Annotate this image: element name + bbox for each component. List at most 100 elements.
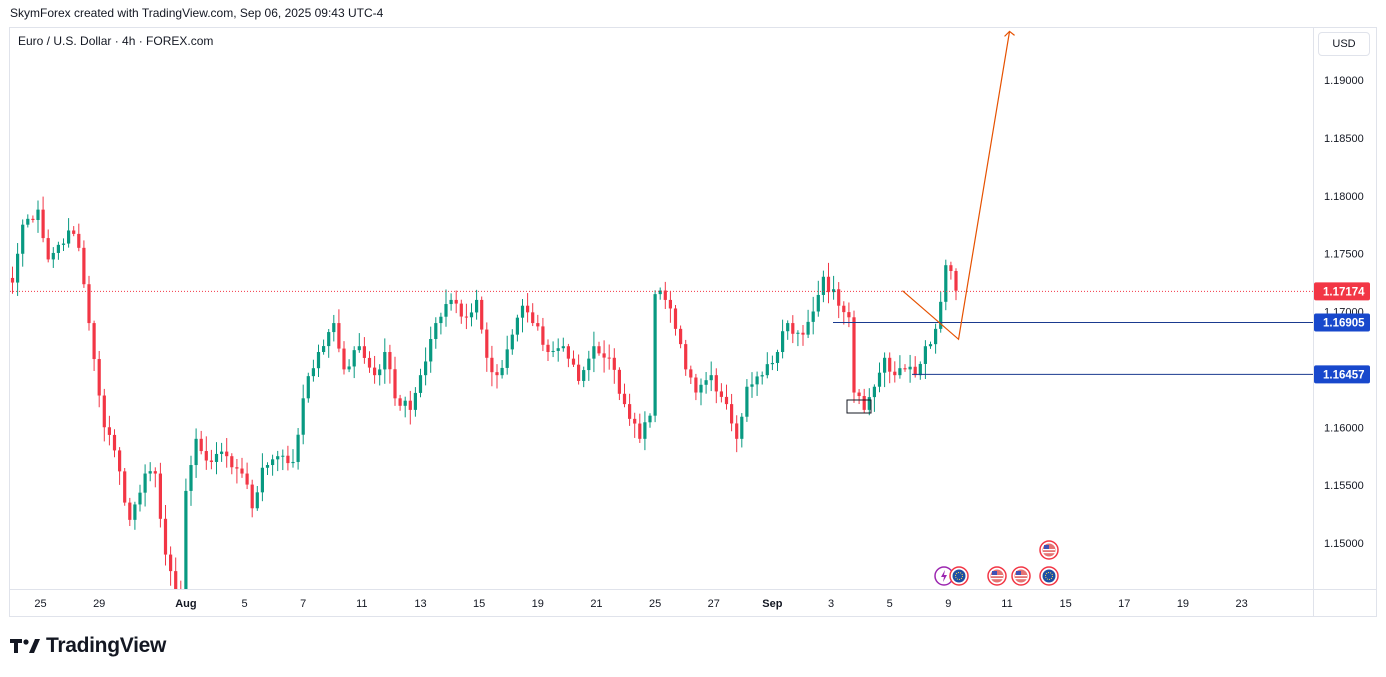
candle-body	[133, 504, 137, 520]
us-flag-icon	[1011, 566, 1031, 586]
candle-body	[316, 352, 321, 369]
candle-body	[311, 368, 315, 377]
last-price-label-bg	[1314, 282, 1370, 301]
candle-body	[250, 484, 254, 509]
currency-selector[interactable]: USD	[1318, 32, 1370, 56]
y-tick-label: 1.15000	[1324, 538, 1364, 550]
candle-body	[449, 299, 453, 305]
candle-body	[245, 473, 249, 485]
candle-body	[378, 369, 382, 376]
candle-body	[286, 455, 290, 464]
range-box	[846, 399, 872, 414]
chart-frame[interactable]	[9, 27, 1377, 617]
candle-body	[184, 490, 188, 589]
candle-body	[939, 301, 943, 329]
candle-body	[505, 349, 509, 368]
tradingview-logo[interactable]: TradingView	[10, 634, 166, 658]
candle-body	[362, 346, 366, 358]
candle-body	[566, 346, 570, 359]
x-tick-label: 11	[356, 598, 367, 610]
candle-body	[301, 398, 305, 435]
last-price-label: 1.17174	[1323, 286, 1365, 298]
candle-body	[383, 352, 387, 370]
candle-body	[577, 364, 581, 381]
candle-body	[617, 369, 621, 394]
candle-body	[480, 299, 484, 330]
candle-body	[883, 357, 887, 373]
candle-body	[714, 375, 718, 392]
candle-body	[169, 554, 173, 572]
candle-body	[551, 350, 555, 353]
candle-body	[291, 461, 295, 464]
candle-body	[87, 284, 91, 324]
candle-body	[31, 218, 35, 220]
candle-body	[418, 375, 423, 393]
candle-body	[587, 358, 591, 371]
candle-body	[898, 368, 902, 376]
candle-body	[444, 304, 448, 317]
candle-body	[826, 276, 831, 293]
candle-body	[934, 328, 938, 345]
candle-body	[281, 455, 285, 457]
candle-body	[41, 209, 45, 239]
candle-body	[332, 323, 336, 333]
x-tick-label: 25	[34, 598, 46, 610]
candle-body	[949, 265, 953, 271]
candle-body	[271, 459, 275, 466]
candle-body	[174, 571, 178, 589]
candle-body	[454, 299, 458, 304]
candle-body	[719, 391, 723, 397]
candle-body	[56, 244, 60, 253]
candle-body	[235, 467, 239, 469]
candle-body	[199, 438, 203, 452]
candle-body	[592, 346, 596, 359]
us-flag-icon	[1039, 540, 1059, 560]
candle-body	[214, 453, 219, 462]
candle-body	[877, 372, 882, 387]
candle-body	[413, 392, 417, 410]
symbol-title[interactable]: Euro / U.S. Dollar · 4h · FOREX.com	[18, 34, 214, 48]
candle-body	[903, 368, 907, 370]
candle-body	[755, 376, 759, 385]
candle-body	[337, 323, 341, 349]
candle-body	[495, 372, 499, 376]
y-tick-label: 1.18000	[1324, 191, 1364, 203]
candle-body	[628, 404, 632, 419]
candle-body	[852, 317, 856, 393]
candle-body	[520, 305, 525, 318]
candle-body	[658, 290, 662, 295]
candle-body	[296, 434, 300, 462]
candle-body	[148, 471, 152, 474]
candle-body	[82, 247, 86, 285]
candle-body	[908, 366, 912, 370]
projection-path	[902, 31, 1011, 341]
candle-body	[571, 358, 576, 365]
candle-body	[526, 305, 530, 313]
candle-body	[531, 312, 535, 324]
candle-body	[928, 344, 933, 347]
level-1-price-label: 1.16905	[1323, 317, 1365, 329]
candle-body	[801, 332, 805, 335]
y-tick-label: 1.16000	[1324, 422, 1364, 434]
x-tick-label: 19	[1177, 598, 1189, 610]
candle-body	[673, 308, 678, 329]
candle-body	[694, 377, 698, 393]
candle-body	[893, 371, 897, 376]
candle-body	[679, 328, 683, 345]
candle-body	[367, 357, 372, 368]
candle-body	[510, 334, 514, 350]
candle-body	[107, 427, 111, 435]
candle-body	[16, 253, 20, 283]
candle-body	[260, 467, 264, 493]
candle-body	[327, 332, 331, 347]
candle-body	[102, 395, 106, 428]
candle-body	[322, 346, 326, 353]
x-tick-label: 11	[1001, 598, 1012, 610]
axis-layer: 1.190001.185001.180001.175001.170001.165…	[10, 28, 1376, 616]
candle-body	[128, 502, 132, 520]
candle-body	[255, 492, 259, 509]
candle-body	[735, 423, 739, 439]
candle-body	[821, 276, 825, 295]
candle-body	[561, 346, 565, 349]
